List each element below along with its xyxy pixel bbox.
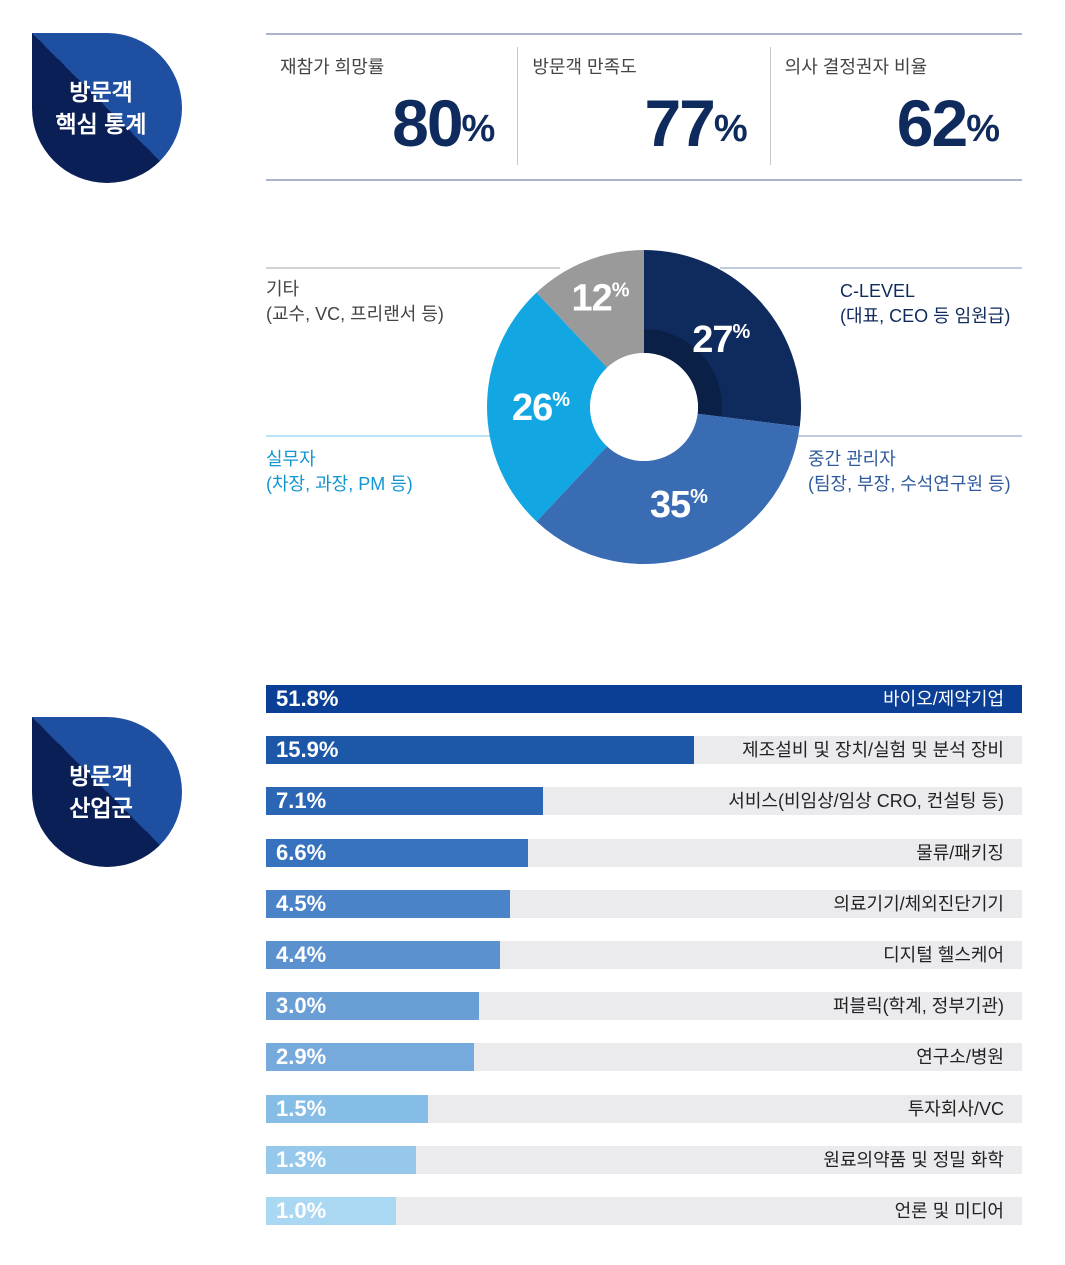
- legend-c-level: C-LEVEL (대표, CEO 등 임원급): [840, 279, 1010, 329]
- kpi-label: 방문객 만족도: [532, 57, 637, 77]
- industry-bar-value: 1.0%: [276, 1198, 327, 1223]
- industry-bar-row: 4.5% 의료기기/체외진단기기: [266, 889, 1022, 918]
- donut-value-label: 26%: [512, 387, 570, 429]
- industry-bar-row: 4.4% 디지털 헬스케어: [266, 941, 1022, 969]
- industry-bar-label: 원료의약품 및 정밀 화학: [823, 1149, 1004, 1170]
- industry-bar-label: 퍼블릭(학계, 정부기관): [832, 996, 1004, 1017]
- industry-bar-label: 연구소/병원: [916, 1047, 1004, 1068]
- kpi-satisfaction: 방문객 만족도 77%: [517, 47, 769, 165]
- legend-staff: 실무자 (차장, 과장, PM 등): [266, 447, 413, 497]
- industry-bar: [266, 941, 500, 969]
- kpi-revisit-intent: 재참가 희망률 80%: [266, 35, 517, 179]
- legend-c-level-text: C-LEVEL (대표, CEO 등 임원급): [840, 281, 1011, 326]
- kpi-value: 80%: [392, 87, 495, 159]
- industry-bar-value: 51.8%: [276, 686, 339, 711]
- industry-bar-value: 15.9%: [276, 737, 339, 763]
- kpi-value: 77%: [644, 87, 747, 159]
- section-badge-key-stats: 방문객 핵심 통계: [32, 33, 182, 183]
- industry-bar-value: 1.5%: [276, 1095, 327, 1121]
- industry-bar-label: 의료기기/체외진단기기: [833, 893, 1004, 914]
- industry-bar-row: 6.6% 물류/패키징: [266, 838, 1022, 867]
- industry-bar-label: 제조설비 및 장치/실험 및 분석 장비: [742, 740, 1004, 761]
- kpi-panel: 재참가 희망률 80% 방문객 만족도 77% 의사 결정권자 비율 62%: [266, 33, 1022, 181]
- kpi-label: 재참가 희망률: [280, 57, 385, 77]
- industry-bar-row: 1.3% 원료의약품 및 정밀 화학: [266, 1145, 1022, 1174]
- industry-bar-label: 투자회사/VC: [907, 1098, 1004, 1119]
- donut-value-label: 12%: [572, 277, 630, 319]
- industry-bar-label: 언론 및 미디어: [894, 1201, 1004, 1221]
- donut-value-label: 35%: [650, 484, 708, 526]
- industry-bar: [266, 992, 479, 1021]
- badge-key-stats-text: 방문객 핵심 통계: [55, 79, 147, 137]
- industry-bar: [266, 787, 543, 816]
- industry-bar: [266, 1043, 474, 1072]
- legend-other-text: 기타 (교수, VC, 프리랜서 등): [266, 279, 444, 324]
- kpi-unit: %: [713, 108, 748, 150]
- industry-bar-row: 7.1% 서비스(비임상/임상 CRO, 컨설팅 등): [266, 787, 1022, 816]
- industry-bar-label: 물류/패키징: [916, 842, 1004, 863]
- industry-bar: [266, 685, 1022, 713]
- kpi-unit: %: [461, 108, 496, 150]
- kpi-label: 의사 결정권자 비율: [784, 57, 928, 77]
- donut-value-label: 27%: [692, 319, 750, 361]
- industry-bar: [266, 838, 528, 867]
- industry-bar: [266, 1145, 416, 1174]
- industry-bar-value: 1.3%: [276, 1146, 327, 1172]
- industry-bar-value: 6.6%: [276, 839, 327, 865]
- industry-bar: [266, 1094, 428, 1123]
- kpi-decision-maker-ratio: 의사 결정권자 비율 62%: [769, 47, 1022, 165]
- industry-bar-label: 서비스(비임상/임상 CRO, 컨설팅 등): [728, 791, 1004, 812]
- industry-bar-row: 1.5% 투자회사/VC: [266, 1094, 1022, 1123]
- donut-slice: [644, 250, 801, 427]
- industry-bar-value: 3.0%: [276, 993, 327, 1019]
- kpi-unit: %: [966, 108, 1000, 150]
- industry-bar: [266, 889, 510, 918]
- badge-industry-text: 방문객 산업군: [69, 763, 133, 821]
- donut-slice: [487, 292, 608, 522]
- industry-bar-value: 4.4%: [276, 942, 327, 967]
- kpi-value: 62%: [897, 87, 1000, 159]
- industry-bar-value: 4.5%: [276, 890, 327, 916]
- kpi-number: 77: [644, 86, 715, 160]
- section-badge-industry: 방문객 산업군: [32, 717, 182, 867]
- legend-staff-text: 실무자 (차장, 과장, PM 등): [266, 449, 413, 494]
- legend-other: 기타 (교수, VC, 프리랜서 등): [266, 277, 444, 327]
- donut-slice: [536, 250, 644, 368]
- kpi-number: 80: [392, 86, 463, 160]
- industry-bar: [266, 736, 694, 765]
- donut-slice: [536, 413, 800, 564]
- industry-bar-row: 3.0% 퍼블릭(학계, 정부기관): [266, 992, 1022, 1021]
- legend-middle-manager: 중간 관리자 (팀장, 부장, 수석연구원 등): [808, 447, 1011, 497]
- donut-hole: [590, 353, 698, 461]
- industry-bar-value: 2.9%: [276, 1044, 327, 1070]
- industry-bar-label: 디지털 헬스케어: [883, 945, 1004, 965]
- industry-bar-row: 1.0% 언론 및 미디어: [266, 1197, 1022, 1225]
- industry-bar-value: 7.1%: [276, 788, 327, 814]
- visitor-role-donut-chart: 27% 35% 26% 12%: [266, 250, 1022, 564]
- legend-middle-manager-text: 중간 관리자 (팀장, 부장, 수석연구원 등): [808, 449, 1011, 494]
- industry-bar-row: 51.8% 바이오/제약기업: [266, 685, 1022, 713]
- industry-bar: [266, 1197, 396, 1225]
- industry-bar-row: 2.9% 연구소/병원: [266, 1043, 1022, 1072]
- industry-bar-label: 바이오/제약기업: [883, 689, 1004, 709]
- kpi-number: 62: [896, 86, 968, 160]
- industry-bar-row: 15.9% 제조설비 및 장치/실험 및 분석 장비: [266, 736, 1022, 765]
